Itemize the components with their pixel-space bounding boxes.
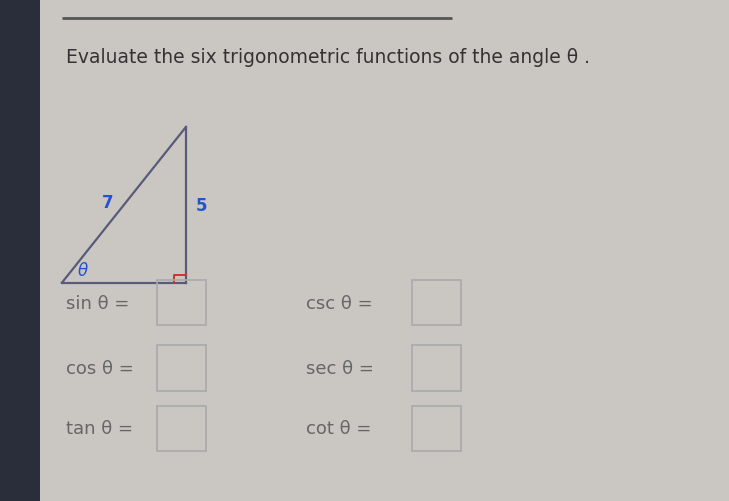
Text: θ: θ xyxy=(77,262,87,280)
Text: tan θ =: tan θ = xyxy=(66,419,133,437)
Bar xyxy=(157,281,206,326)
Text: sin θ =: sin θ = xyxy=(66,294,129,312)
Bar xyxy=(157,406,206,451)
Bar xyxy=(412,406,461,451)
Bar xyxy=(412,346,461,391)
Text: 7: 7 xyxy=(102,194,114,212)
Bar xyxy=(412,281,461,326)
Bar xyxy=(0,0,40,501)
Text: sec θ =: sec θ = xyxy=(306,359,374,377)
Text: 5: 5 xyxy=(196,196,208,214)
Text: cos θ =: cos θ = xyxy=(66,359,133,377)
Bar xyxy=(157,346,206,391)
Text: Evaluate the six trigonometric functions of the angle θ .: Evaluate the six trigonometric functions… xyxy=(66,48,590,67)
Text: cot θ =: cot θ = xyxy=(306,419,372,437)
Text: csc θ =: csc θ = xyxy=(306,294,373,312)
